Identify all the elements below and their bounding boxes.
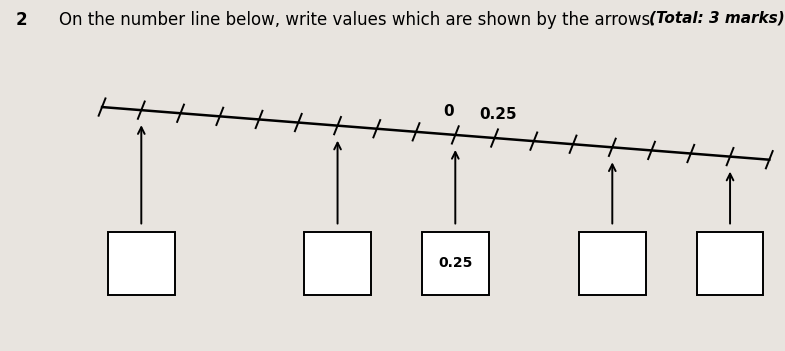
Bar [422, 232, 488, 295]
Text: 0: 0 [444, 104, 455, 119]
Bar [304, 232, 371, 295]
Text: 2: 2 [16, 11, 27, 28]
Text: (Total: 3 marks): (Total: 3 marks) [649, 11, 785, 26]
Bar [108, 232, 174, 295]
Bar [697, 232, 763, 295]
Text: 0.25: 0.25 [438, 256, 473, 270]
Text: On the number line below, write values which are shown by the arrows.: On the number line below, write values w… [59, 11, 655, 28]
Text: 0.25: 0.25 [480, 107, 517, 122]
Bar [579, 232, 645, 295]
